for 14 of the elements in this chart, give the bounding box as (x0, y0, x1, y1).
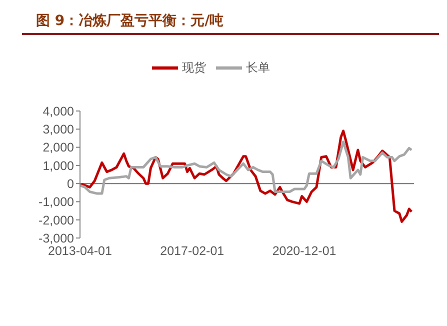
y-tick-label: 1,000 (42, 158, 74, 173)
y-tick-label: -3,000 (38, 231, 74, 246)
y-tick-label: 4,000 (42, 104, 74, 118)
legend-label: 长单 (246, 60, 270, 74)
chart-title: 图 9：冶炼厂盈亏平衡：元/吨 (22, 8, 439, 35)
y-tick-label: 3,000 (42, 122, 74, 137)
x-tick-label: 2020-12-01 (272, 244, 336, 258)
x-tick-label: 2013-04-01 (48, 244, 112, 258)
y-tick-label: 0 (67, 177, 74, 192)
y-tick-label: 2,000 (42, 140, 74, 155)
x-tick-label: 2017-02-01 (160, 244, 224, 258)
legend-label: 现货 (182, 60, 206, 74)
y-tick-label: -2,000 (38, 213, 74, 228)
y-tick-label: -1,000 (38, 195, 74, 210)
